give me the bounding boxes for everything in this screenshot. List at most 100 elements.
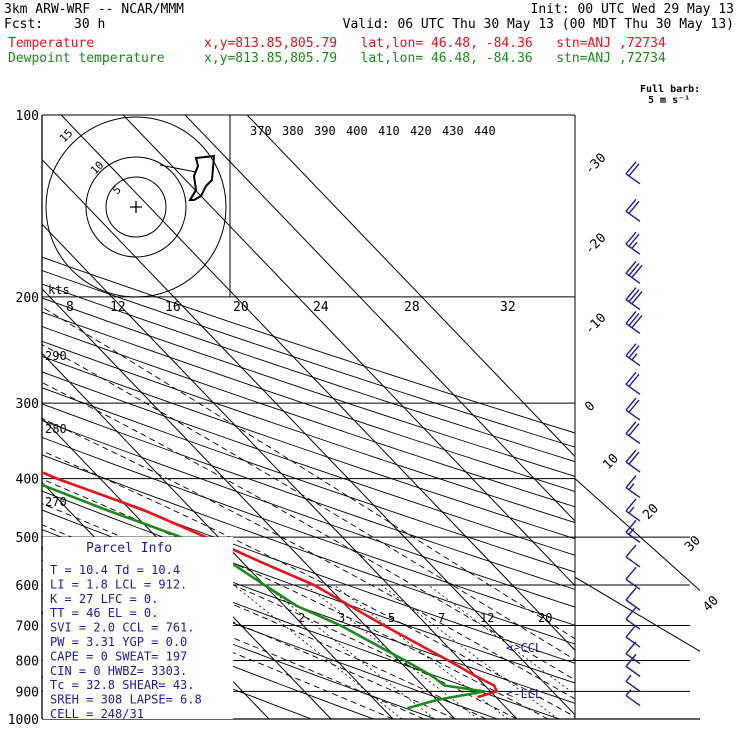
wind-barb-staff — [625, 487, 641, 499]
ccl-label: <-CCL — [506, 641, 542, 655]
dry-adiabat — [42, 436, 575, 626]
moist-adiabat — [42, 478, 549, 719]
mixing-ratio-label: 20 — [538, 611, 552, 625]
parcel-info-row: SREH = 308 LAPSE= 6.8 — [50, 693, 202, 707]
wind-barb — [625, 519, 641, 543]
isotherm-line — [42, 158, 575, 716]
wind-barb-full — [625, 641, 637, 655]
pressure-tick-label: 200 — [16, 291, 39, 306]
pressure-tick-label: 900 — [16, 685, 39, 700]
wind-barb-half — [625, 674, 632, 682]
hodograph-speed-label: 12 — [110, 300, 126, 315]
wind-barb — [625, 421, 641, 445]
wind-barb-staff — [625, 636, 641, 648]
wind-barb — [625, 260, 643, 284]
dry-adiabat — [42, 569, 436, 719]
parcel-info-row: TT = 46 EL = 0. — [50, 606, 158, 620]
mixing-ratio-line — [380, 584, 559, 719]
wind-barb-full — [625, 371, 637, 385]
wind-barb-full — [625, 544, 637, 558]
isotherm-line — [42, 223, 518, 719]
theta-label: 370 — [250, 124, 272, 138]
wind-barb-staff — [625, 665, 641, 677]
hodograph-ring-label: 10 — [88, 159, 107, 178]
dewpoint-profile — [42, 483, 486, 710]
pressure-tick-label: 400 — [16, 473, 39, 488]
wind-barb — [625, 566, 641, 590]
moist-adiabat — [42, 542, 456, 719]
wind-barb-staff — [625, 272, 641, 284]
wind-barb-full — [625, 475, 637, 489]
hodograph-center — [130, 201, 142, 213]
wind-barb-half — [625, 689, 632, 696]
isotherm-label: 40 — [700, 593, 722, 615]
mixing-ratio-label: 2 — [298, 611, 305, 625]
wind-barb-half — [631, 353, 638, 361]
forecast-hour: 30 h — [74, 17, 106, 32]
isotherm-label: -30 — [582, 151, 609, 178]
hodograph-speed-label: 20 — [233, 300, 249, 315]
isotherm-line — [42, 288, 456, 719]
dry-adiabat — [42, 326, 575, 508]
theta-label: 270 — [45, 495, 67, 509]
valid-time: Valid: 06 UTC Thu 30 May 13 (00 MDT Thu … — [342, 17, 734, 32]
wind-barb — [625, 371, 641, 395]
hodograph-storm-vector — [159, 164, 197, 173]
pressure-tick-label: 500 — [16, 531, 39, 546]
pressure-tick-label: 300 — [16, 397, 39, 412]
wind-barb — [625, 587, 641, 611]
wind-legend-line2: 5 m s⁻¹ — [648, 95, 691, 106]
wind-barb-staff — [625, 578, 641, 590]
wind-barb-full — [628, 451, 640, 465]
isotherm-line — [60, 115, 575, 651]
wind-barb-full — [625, 343, 637, 357]
hodograph-ring — [45, 116, 227, 298]
dewpoint-station-info: x,y=813.85,805.79 lat,lon= 46.48, -84.36… — [204, 51, 666, 66]
wind-barb-full — [625, 397, 637, 411]
wind-barb — [625, 674, 641, 692]
wind-barb-staff — [625, 461, 641, 473]
hodograph-speed-label: 28 — [404, 300, 420, 315]
wind-barb — [625, 397, 641, 421]
wind-barb-staff — [625, 355, 641, 367]
wind-barb-staff — [625, 680, 641, 692]
wind-barb — [625, 606, 641, 630]
wind-barb-staff — [625, 322, 641, 335]
theta-label: 420 — [410, 124, 432, 138]
wind-barb — [625, 475, 641, 499]
pressure-tick-label: 800 — [16, 654, 39, 669]
temperature-profile — [42, 470, 499, 699]
isotherm-label: 30 — [682, 533, 704, 555]
parcel-info-row: T = 10.4 Td = 10.4 — [50, 563, 180, 577]
parcel-info-box: Parcel Info T = 10.4 Td = 10.4LI = 1.8 LC… — [43, 537, 233, 721]
parcel-info-row: CIN = 0 HWBZ= 3303. — [50, 664, 187, 678]
wind-barb-half — [628, 483, 635, 491]
dewpoint-legend-label: Dewpoint temperature — [8, 51, 165, 66]
isotherm-labels: -80-70-60-50-40-30-20-100102030403703803… — [45, 124, 722, 615]
wind-barb-full — [628, 423, 640, 437]
mixing-ratio-label: 12 — [480, 611, 494, 625]
isotherm-line — [246, 115, 575, 458]
hodograph-speed-label: 32 — [500, 300, 516, 315]
wind-barb-staff — [625, 531, 641, 543]
wind-barb-staff — [625, 694, 641, 707]
isotherm-label: 0 — [582, 399, 598, 415]
mixing-ratio-label: 5 — [388, 611, 395, 625]
isotherm-label: -10 — [582, 311, 609, 338]
wind-barb — [625, 311, 643, 335]
wind-barb-half — [631, 241, 638, 249]
hodograph-trace — [188, 154, 216, 201]
wind-barb-full — [625, 606, 637, 620]
pressure-tick-label: 1000 — [8, 713, 39, 728]
wind-barb-full — [625, 231, 637, 245]
wind-barb-full — [628, 163, 640, 177]
wind-barb — [625, 449, 641, 473]
isotherm-label: 10 — [600, 451, 622, 473]
wind-barb-staff — [625, 173, 641, 185]
wind-barb-half — [628, 506, 635, 514]
moist-adiabat — [42, 559, 425, 719]
hodograph-speed-label: 16 — [165, 300, 181, 315]
theta-label: 400 — [346, 124, 368, 138]
pressure-tick-label: 100 — [16, 109, 39, 124]
